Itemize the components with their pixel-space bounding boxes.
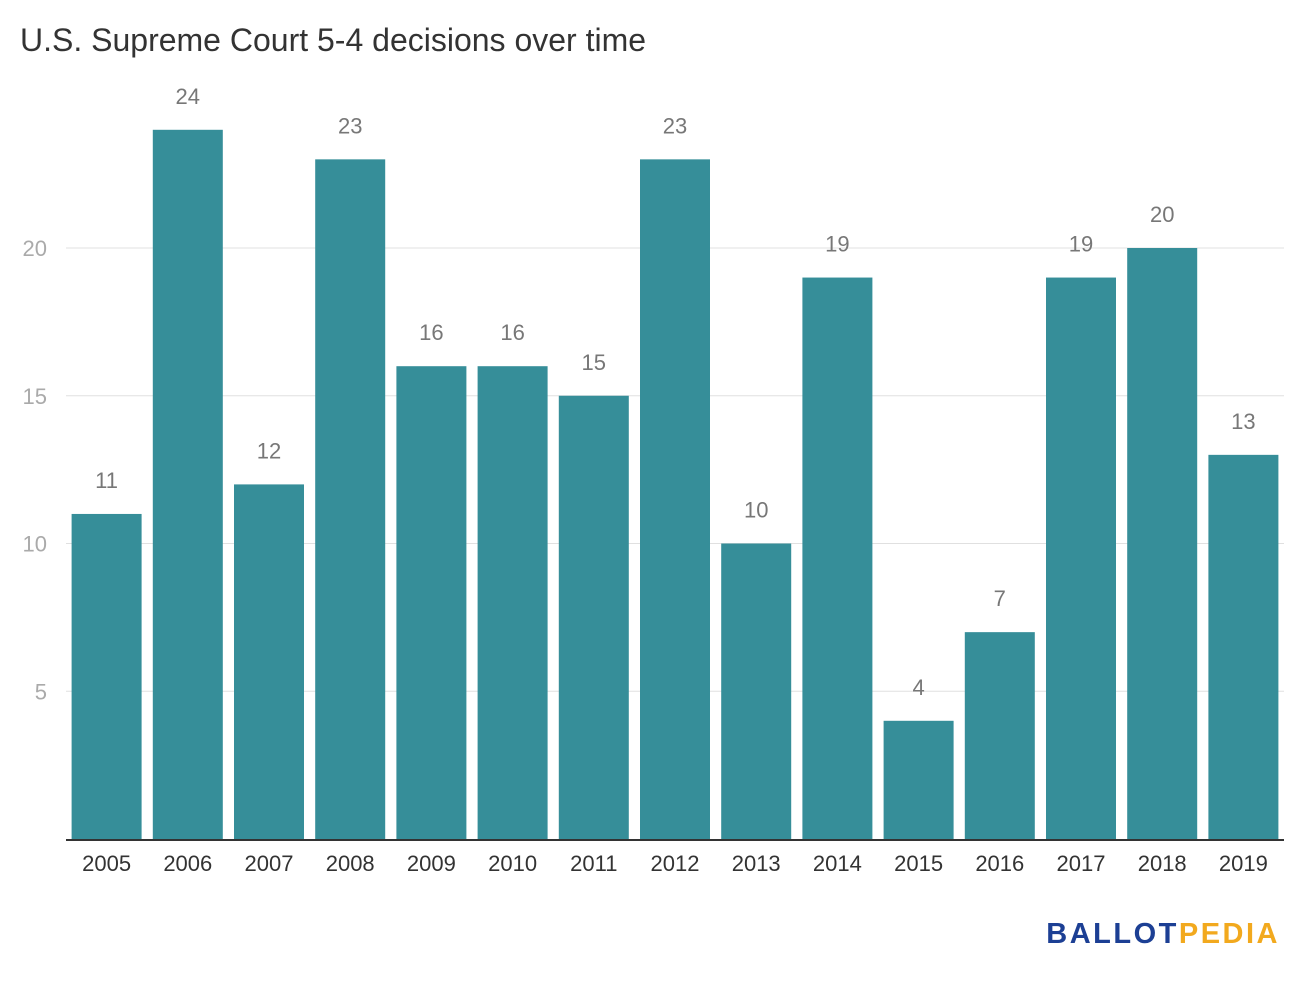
- value-labels: 11 24 12 23 16 16 15 23 10 19 4 7 19 20 13: [95, 84, 1255, 700]
- x-tick-label: 2012: [651, 851, 700, 876]
- x-tick-label: 2005: [82, 851, 131, 876]
- bars: [71, 129, 1279, 840]
- logo-text-pedia: PEDIA: [1178, 918, 1280, 950]
- bar-2011: [558, 395, 629, 839]
- ballotpedia-logo: BALLOTPEDIA: [1046, 918, 1280, 951]
- x-tick-label: 2015: [894, 851, 943, 876]
- y-axis-tick-labels: 5 10 15 20: [23, 236, 47, 704]
- bar-2014: [802, 277, 873, 839]
- value-label: 23: [338, 113, 362, 138]
- value-label: 13: [1231, 409, 1255, 434]
- x-tick-label: 2014: [813, 851, 862, 876]
- x-tick-label: 2018: [1138, 851, 1187, 876]
- x-tick-label: 2006: [163, 851, 212, 876]
- logo-text-ballot: BALLOT: [1046, 918, 1179, 950]
- bar-2007: [234, 484, 304, 839]
- value-label: 19: [1069, 232, 1093, 257]
- bar-2013: [721, 543, 792, 839]
- bar-2009: [396, 366, 467, 839]
- value-label: 20: [1150, 202, 1174, 227]
- bar-2005: [71, 513, 142, 839]
- x-tick-label: 2010: [488, 851, 537, 876]
- value-label: 7: [994, 586, 1006, 611]
- bar-2017: [1046, 277, 1116, 839]
- value-label: 12: [257, 438, 281, 463]
- value-label: 10: [744, 498, 768, 523]
- x-tick-label: 2019: [1219, 851, 1268, 876]
- x-tick-label: 2007: [245, 851, 294, 876]
- x-tick-label: 2009: [407, 851, 456, 876]
- value-label: 11: [95, 468, 118, 493]
- x-tick-label: 2016: [975, 851, 1024, 876]
- x-tick-label: 2013: [732, 851, 781, 876]
- x-axis-tick-labels: 2005 2006 2007 2008 2009 2010 2011 2012 2013 2014…: [82, 851, 1268, 876]
- y-tick-label: 15: [23, 384, 47, 409]
- bar-2012: [640, 159, 710, 840]
- bar-2010: [477, 366, 548, 839]
- x-tick-label: 2008: [326, 851, 375, 876]
- value-label: 4: [912, 675, 924, 700]
- value-label: 15: [582, 350, 606, 375]
- y-tick-label: 5: [35, 679, 47, 704]
- chart-title: U.S. Supreme Court 5-4 decisions over ti…: [20, 22, 647, 58]
- bar-2018: [1127, 248, 1198, 839]
- y-tick-label: 10: [23, 532, 47, 557]
- x-tick-label: 2011: [570, 851, 617, 876]
- bar-2016: [964, 632, 1035, 839]
- bar-2008: [315, 159, 386, 840]
- value-label: 16: [419, 320, 443, 345]
- bar-2015: [883, 720, 954, 839]
- value-label: 16: [500, 320, 524, 345]
- value-label: 19: [825, 232, 849, 257]
- x-tick-label: 2017: [1057, 851, 1106, 876]
- bar-2019: [1208, 454, 1279, 839]
- y-tick-label: 20: [23, 236, 47, 261]
- bar-2006: [152, 129, 223, 840]
- value-label: 24: [176, 84, 200, 109]
- value-label: 23: [663, 113, 687, 138]
